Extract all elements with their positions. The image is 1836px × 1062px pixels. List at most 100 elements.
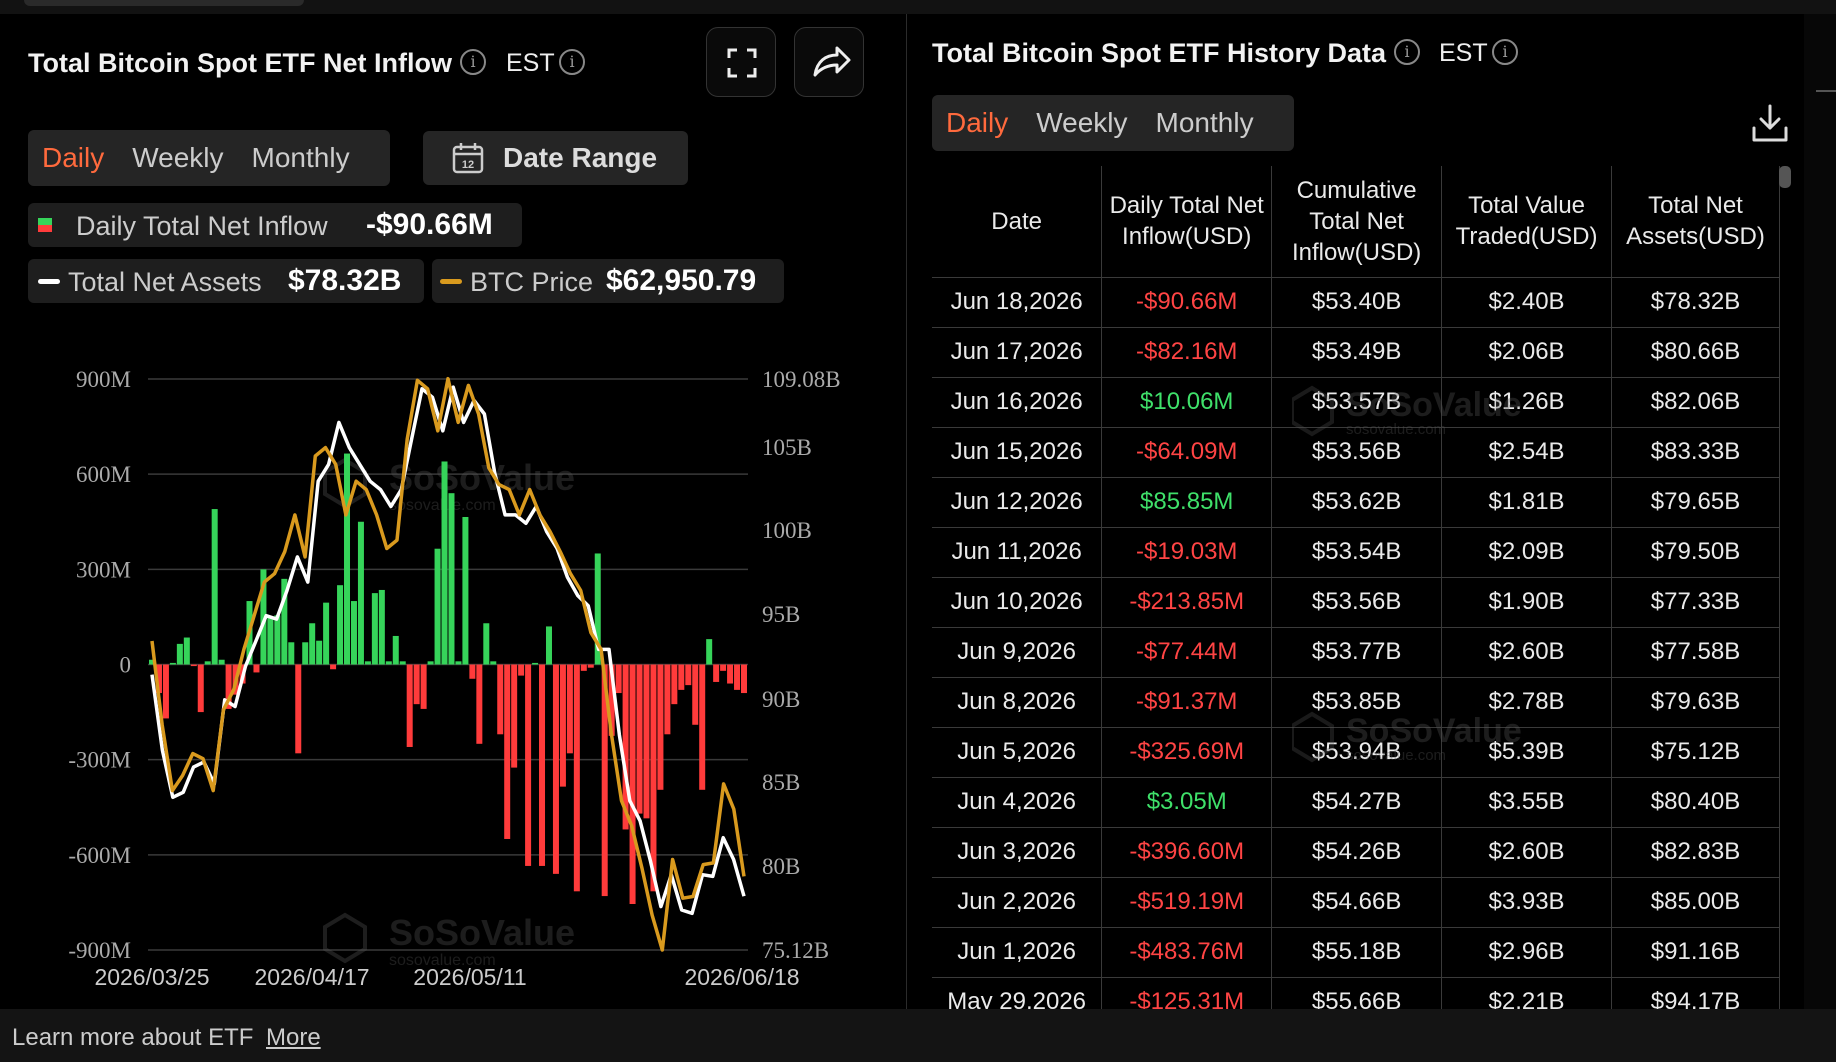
inflow-bar[interactable] (608, 664, 615, 736)
table-scrollbar[interactable] (1779, 166, 1791, 188)
inflow-bar[interactable] (302, 642, 309, 665)
inflow-bar[interactable] (636, 664, 643, 814)
inflow-bar[interactable] (211, 509, 218, 665)
inflow-bar[interactable] (525, 664, 532, 866)
table-row[interactable]: Jun 12,2026 $85.85M $53.62B $1.81B $79.65B (932, 476, 1780, 528)
more-link[interactable]: More (266, 1024, 321, 1051)
inflow-bar[interactable] (204, 661, 211, 665)
inflow-bar[interactable] (455, 661, 462, 665)
inflow-bar[interactable] (337, 585, 344, 665)
inflow-bar[interactable] (566, 664, 573, 754)
inflow-bar[interactable] (469, 664, 476, 679)
inflow-bar[interactable] (350, 601, 357, 665)
inflow-bar[interactable] (371, 593, 378, 665)
inflow-bar[interactable] (169, 662, 176, 665)
inflow-bar[interactable] (267, 616, 274, 665)
table-row[interactable]: Jun 11,2026 -$19.03M $53.54B $2.09B $79.50B (932, 526, 1780, 578)
table-row[interactable]: Jun 1,2026 -$483.76M $55.18B $2.96B $91.16B (932, 926, 1780, 978)
inflow-bar[interactable] (573, 664, 580, 892)
inflow-bar[interactable] (497, 664, 504, 735)
inflow-bar[interactable] (309, 623, 316, 665)
inflow-bar[interactable] (462, 516, 469, 665)
inflow-bar[interactable] (483, 623, 490, 665)
table-row[interactable]: May 29,2026 -$125.31M $55.66B $2.21B $94.17B (932, 976, 1780, 1009)
inflow-bar[interactable] (706, 639, 713, 665)
inflow-bar[interactable] (190, 664, 197, 667)
inflow-bar[interactable] (176, 643, 183, 665)
inflow-bar[interactable] (643, 664, 650, 819)
inflow-bar[interactable] (559, 664, 566, 787)
inflow-bar[interactable] (476, 664, 483, 744)
inflow-bar[interactable] (357, 521, 364, 665)
inflow-bar[interactable] (399, 661, 406, 665)
table-row[interactable]: Jun 4,2026 $3.05M $54.27B $3.55B $80.40B (932, 776, 1780, 828)
btc-price-line[interactable] (150, 376, 746, 952)
inflow-bar[interactable] (741, 664, 747, 694)
inflow-bar[interactable] (545, 626, 552, 665)
inflow-bar[interactable] (295, 664, 302, 754)
inflow-bar[interactable] (622, 664, 629, 830)
tab-daily[interactable]: Daily (42, 142, 105, 173)
tab-monthly[interactable]: Monthly (251, 142, 350, 173)
fullscreen-button[interactable] (706, 27, 776, 97)
inflow-bar[interactable] (330, 664, 337, 670)
download-icon[interactable] (1748, 100, 1792, 146)
tab-daily[interactable]: Daily (946, 107, 1009, 138)
inflow-bar[interactable] (274, 615, 281, 665)
inflow-bar[interactable] (441, 461, 448, 665)
inflow-bar[interactable] (615, 664, 622, 694)
inflow-bar[interactable] (183, 637, 190, 665)
inflow-bar[interactable] (580, 664, 587, 671)
inflow-bar[interactable] (532, 662, 539, 665)
inflow-bar[interactable] (594, 553, 601, 665)
inflow-bar[interactable] (552, 664, 559, 874)
inflow-bar[interactable] (406, 664, 413, 747)
table-row[interactable]: Jun 8,2026 -$91.37M $53.85B $2.78B $79.63B (932, 676, 1780, 728)
inflow-bar[interactable] (727, 664, 734, 684)
inflow-bar[interactable] (155, 664, 162, 694)
table-row[interactable]: Jun 18,2026 -$90.66M $53.40B $2.40B $78.32B (932, 276, 1780, 328)
inflow-bar[interactable] (344, 453, 351, 665)
inflow-bar[interactable] (720, 664, 727, 671)
inflow-bar[interactable] (253, 664, 260, 673)
inflow-bar[interactable] (385, 661, 392, 665)
inflow-bar[interactable] (364, 661, 371, 665)
inflow-bar[interactable] (713, 664, 720, 682)
table-row[interactable]: Jun 2,2026 -$519.19M $54.66B $3.93B $85.00B (932, 876, 1780, 928)
inflow-bar[interactable] (657, 664, 664, 790)
inflow-bar[interactable] (427, 661, 434, 665)
history-table-viewport[interactable]: Date Daily Total Net Inflow(USD) Cumulat… (932, 166, 1792, 1009)
inflow-bar[interactable] (218, 659, 225, 665)
inflow-bar[interactable] (678, 664, 685, 690)
legend-net-assets[interactable]: Total Net Assets $78.32B (28, 259, 424, 303)
inflow-bar[interactable] (225, 664, 232, 709)
inflow-bar[interactable] (281, 578, 288, 665)
table-row[interactable]: Jun 9,2026 -$77.44M $53.77B $2.60B $77.58B (932, 626, 1780, 678)
tab-weekly[interactable]: Weekly (1036, 107, 1128, 138)
inflow-bar[interactable] (587, 664, 594, 668)
inflow-bar[interactable] (413, 664, 420, 705)
inflow-bar[interactable] (650, 664, 657, 892)
table-row[interactable]: Jun 3,2026 -$396.60M $54.26B $2.60B $82.83B (932, 826, 1780, 878)
inflow-bar[interactable] (671, 664, 678, 705)
legend-btc-price[interactable]: BTC Price $62,950.79 (432, 259, 784, 303)
inflow-bar[interactable] (378, 589, 385, 665)
inflow-bar[interactable] (288, 642, 295, 665)
inflow-bar[interactable] (316, 640, 323, 665)
inflow-bar[interactable] (392, 635, 399, 665)
inflow-bar[interactable] (664, 664, 671, 735)
inflow-bar[interactable] (511, 664, 518, 768)
inflow-bar[interactable] (518, 664, 525, 676)
legend-daily-inflow[interactable]: Daily Total Net Inflow -$90.66M (28, 203, 522, 247)
inflow-bar[interactable] (162, 664, 169, 719)
tab-stub[interactable] (24, 0, 304, 6)
info-icon[interactable]: i (1394, 39, 1420, 65)
inflow-bar[interactable] (420, 664, 427, 709)
inflow-bar[interactable] (260, 569, 267, 665)
inflow-bar[interactable] (629, 664, 636, 905)
inflow-bar[interactable] (448, 493, 455, 665)
total-net-assets-line[interactable] (150, 385, 746, 916)
inflow-bar[interactable] (490, 661, 497, 665)
inflow-bar[interactable] (197, 664, 204, 713)
tab-weekly[interactable]: Weekly (132, 142, 224, 173)
